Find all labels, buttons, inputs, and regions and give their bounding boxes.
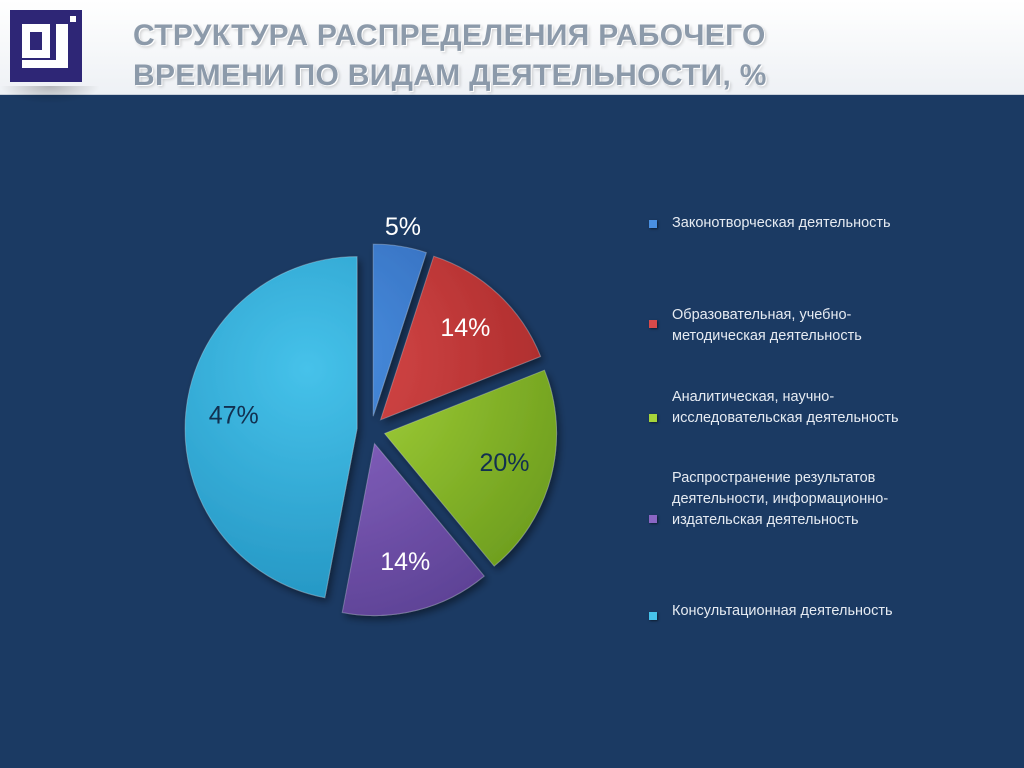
legend-label: Консультационная деятельность bbox=[672, 603, 893, 619]
pie-data-label: 14% bbox=[380, 548, 430, 576]
legend-label: Аналитическая, научно- bbox=[672, 389, 835, 405]
pie-slice bbox=[341, 442, 485, 617]
pie-slice bbox=[379, 255, 542, 421]
legend-swatch-icon bbox=[649, 320, 657, 328]
legend-label: Законотворческая деятельность bbox=[672, 215, 891, 231]
legend-label: методическая деятельность bbox=[672, 328, 862, 344]
pie-slice bbox=[383, 369, 558, 567]
organization-logo bbox=[10, 10, 82, 82]
legend-swatch-icon bbox=[649, 515, 657, 523]
legend-label: издательская деятельность bbox=[672, 512, 859, 528]
slide-title-line-2: ВРЕМЕНИ ПО ВИДАМ ДЕЯТЕЛЬНОСТИ, % bbox=[133, 59, 767, 92]
slide-title-line-1: СТРУКТУРА РАСПРЕДЕЛЕНИЯ РАБОЧЕГО bbox=[133, 19, 766, 52]
pie-data-label: 20% bbox=[479, 449, 529, 477]
legend-swatch-icon bbox=[649, 414, 657, 422]
legend-label: Распространение результатов bbox=[672, 470, 876, 486]
pie-data-label: 47% bbox=[209, 402, 259, 430]
slide-header: СТРУКТУРА РАСПРЕДЕЛЕНИЯ РАБОЧЕГО ВРЕМЕНИ… bbox=[0, 0, 1024, 104]
pie-slice bbox=[372, 243, 427, 417]
pie-slice bbox=[184, 256, 358, 599]
pie-data-label: 5% bbox=[385, 213, 421, 241]
slide-title: СТРУКТУРА РАСПРЕДЕЛЕНИЯ РАБОЧЕГО ВРЕМЕНИ… bbox=[133, 16, 993, 96]
legend-label: исследовательская деятельность bbox=[672, 410, 899, 426]
legend-swatch-icon bbox=[649, 220, 657, 228]
legend-swatch-icon bbox=[649, 612, 657, 620]
legend-label: деятельности, информационно- bbox=[672, 491, 889, 507]
pie-data-label: 14% bbox=[440, 314, 490, 342]
legend-label: Образовательная, учебно- bbox=[672, 307, 852, 323]
